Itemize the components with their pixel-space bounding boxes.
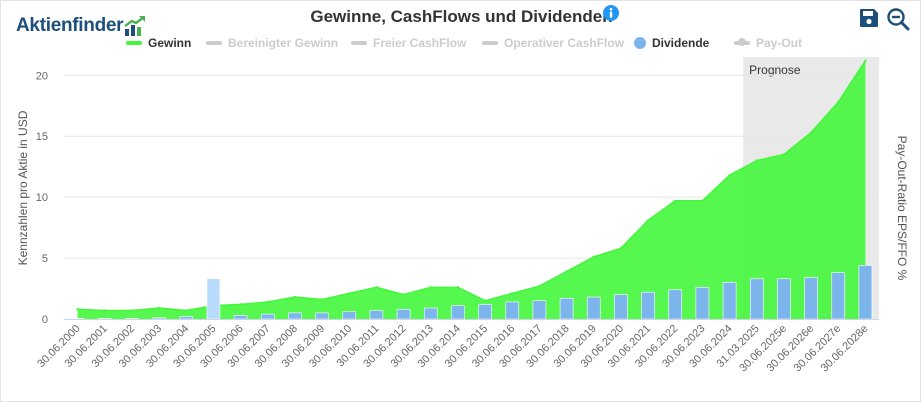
gewinn-point (375, 286, 378, 289)
legend-label: Dividende (652, 36, 710, 50)
dividende-bar (532, 300, 547, 320)
dividende-bar (614, 294, 628, 320)
gewinn-point (837, 100, 840, 104)
dividende-bar (749, 278, 764, 320)
legend-symbol-line (126, 41, 142, 45)
dividende-bar (831, 272, 846, 320)
dividende-bar (777, 278, 791, 320)
gewinn-point (864, 59, 867, 62)
gewinn-point (728, 174, 731, 177)
legend-item-freier-cashflow[interactable]: Freier CashFlow (351, 35, 466, 51)
legend-item-operativer-cashflow[interactable]: Operativer CashFlow (482, 35, 624, 51)
dividende-bar (586, 296, 601, 320)
gewinn-point (157, 306, 161, 310)
gewinn-point (538, 284, 541, 288)
dividende-bar (369, 310, 384, 320)
legend-label: Gewinn (148, 36, 192, 50)
legend-item-pay-out[interactable]: Pay-Out (734, 35, 802, 51)
save-icon[interactable] (859, 8, 879, 28)
legend-label: Operativer CashFlow (504, 36, 625, 50)
gewinn-point (809, 131, 813, 134)
gewinn-point (592, 255, 595, 259)
gewinn-point (701, 199, 704, 202)
y-tick-label: 5 (42, 253, 48, 265)
legend-symbol-line (351, 41, 367, 45)
dividende-bar (288, 312, 302, 320)
gewinn-point (130, 309, 134, 312)
dividende-bar (804, 277, 818, 320)
info-icon[interactable] (603, 5, 619, 21)
prognose-label: Prognose (749, 63, 801, 77)
gewinn-point (76, 308, 79, 311)
legend-symbol-line (482, 41, 498, 45)
dividende-bar (70, 318, 85, 320)
dividende-bar (641, 291, 655, 320)
dividende-bar (478, 304, 492, 320)
legend-label: Freier CashFlow (373, 36, 467, 50)
y-tick-label: 0 (42, 314, 48, 326)
y2-axis-title: Pay-Out-Ratio EPS/FFO % (895, 136, 909, 281)
growth-chart-icon (124, 16, 146, 36)
gewinn-point (755, 159, 758, 162)
gewinn-point (619, 247, 623, 250)
dividende-bar (315, 312, 329, 320)
gewinn-point (293, 295, 297, 299)
gewinn-point (565, 270, 568, 273)
legend-label: Pay-Out (756, 36, 803, 50)
gewinn-point (782, 153, 786, 156)
y-axis-title: Kennzahlen pro Aktie in USD (16, 110, 30, 265)
dividende-bar (396, 308, 411, 320)
gewinn-point (429, 286, 432, 289)
legend-symbol-marker (738, 38, 746, 46)
gewinn-point (239, 303, 242, 306)
gewinn-point (348, 292, 351, 295)
gewinn-point (103, 309, 106, 312)
legend-item-dividende[interactable]: Dividende (634, 35, 709, 51)
y-tick-label: 20 (36, 70, 48, 82)
dividende-bar (858, 265, 873, 320)
y-tick-label: 15 (36, 131, 48, 143)
gewinn-point (320, 298, 324, 301)
legend-symbol-line (734, 38, 750, 46)
dividende-bar (451, 305, 465, 320)
brand-name: Aktienfinder (16, 15, 124, 36)
dividende-bar (179, 316, 194, 320)
dividende-bar (423, 307, 438, 320)
dividende-bar (342, 311, 357, 320)
y-tick-label: 10 (36, 192, 48, 204)
dividende-bar (233, 315, 248, 320)
gewinn-point (483, 299, 487, 302)
dividende-bar (260, 313, 275, 320)
gewinn-point (185, 309, 188, 312)
legend-item-gewinn[interactable]: Gewinn (126, 35, 191, 51)
dividende-bar (668, 289, 683, 320)
brand-logo[interactable]: Aktienfinder (16, 9, 146, 37)
dividende-bar (722, 282, 737, 320)
gewinn-point (456, 286, 460, 289)
legend-item-bereinigter-gewinn[interactable]: Bereinigter Gewinn (206, 35, 338, 51)
legend-symbol-dot (634, 37, 646, 49)
dividende-bar (206, 278, 221, 320)
legend-symbol-line (206, 41, 222, 45)
legend-label: Bereinigter Gewinn (228, 36, 339, 50)
gewinn-point (646, 219, 650, 222)
gewinn-area (77, 60, 866, 319)
gewinn-point (402, 293, 405, 296)
gewinn-point (266, 300, 269, 304)
dividende-bar (505, 301, 520, 320)
dividende-bar (695, 287, 710, 320)
gewinn-point (674, 199, 677, 202)
dividende-bar (559, 297, 574, 320)
zoom-out-icon[interactable] (886, 7, 910, 31)
dividende-bar (97, 318, 112, 320)
dividende-bar (152, 317, 166, 320)
gewinn-point (511, 292, 514, 295)
dividende-bar (125, 318, 139, 320)
